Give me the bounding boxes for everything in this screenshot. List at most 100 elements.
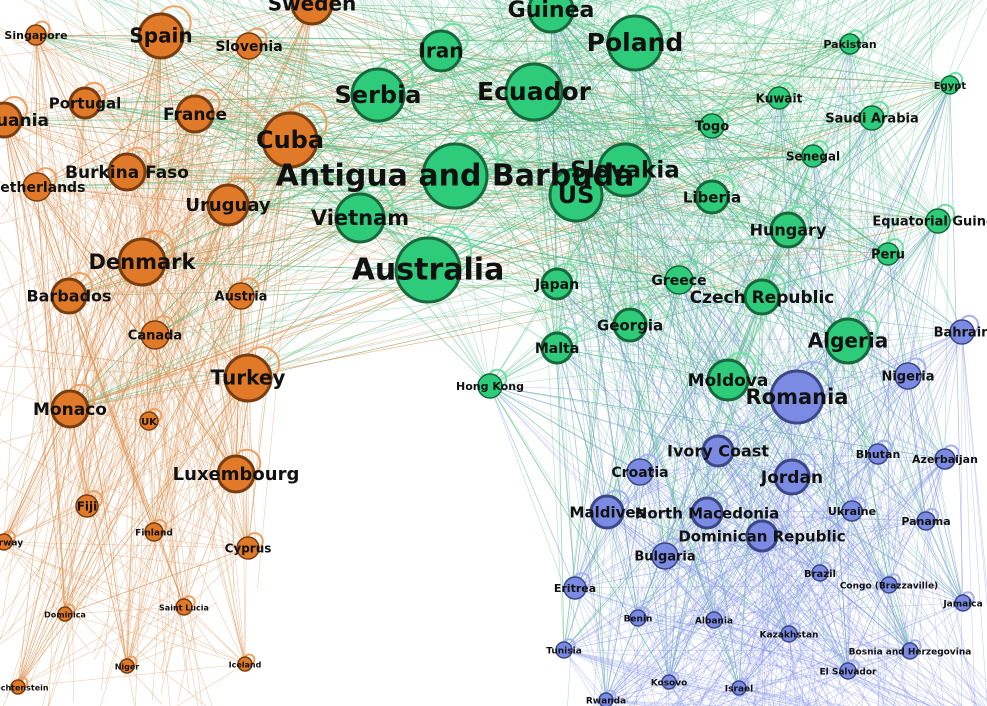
edge — [624, 0, 875, 171]
edge — [730, 331, 963, 706]
edge — [637, 458, 946, 619]
edge — [359, 217, 680, 281]
edge — [222, 0, 429, 271]
edge — [556, 347, 666, 557]
edge — [84, 102, 242, 297]
edge — [413, 0, 631, 326]
edge — [3, 422, 250, 543]
edge — [812, 0, 983, 157]
edge — [311, 3, 552, 11]
node-label: Albania — [695, 617, 733, 627]
edge — [907, 220, 939, 377]
edge — [160, 3, 313, 37]
edge — [227, 204, 789, 231]
edge — [909, 331, 963, 652]
edge — [907, 375, 964, 604]
edge — [69, 35, 162, 410]
edge — [227, 42, 636, 206]
edge — [812, 155, 849, 672]
edge — [489, 385, 890, 586]
edge — [812, 0, 829, 157]
edge — [247, 279, 680, 379]
edge — [154, 217, 361, 336]
edge — [440, 50, 814, 157]
edge — [126, 35, 162, 667]
edge — [93, 295, 242, 655]
edge — [160, 35, 202, 284]
edge — [668, 512, 708, 683]
edge — [668, 681, 764, 706]
edge — [496, 0, 849, 342]
edge — [787, 229, 927, 522]
edge — [624, 169, 853, 512]
edge — [126, 84, 951, 173]
edge — [661, 0, 713, 127]
edge — [624, 169, 666, 557]
edge — [606, 331, 963, 513]
edge — [791, 253, 889, 478]
node-label: Equatorial Guinea — [872, 215, 987, 230]
edge — [533, 91, 763, 298]
edge — [624, 169, 798, 398]
edge — [68, 269, 429, 297]
edge — [257, 3, 313, 590]
edge — [637, 602, 964, 619]
edge — [428, 0, 763, 298]
edge — [126, 45, 250, 667]
edge — [533, 0, 720, 93]
edge — [154, 175, 456, 336]
edge — [359, 217, 889, 255]
edge — [489, 385, 608, 513]
edge — [160, 9, 552, 37]
edge — [3, 505, 88, 543]
edge — [761, 97, 780, 298]
edge — [606, 196, 713, 513]
edge — [550, 9, 849, 672]
edge — [148, 113, 196, 422]
edge — [194, 3, 313, 115]
edge — [17, 377, 249, 688]
edge — [761, 0, 795, 298]
edge — [364, 0, 491, 387]
edge — [574, 296, 763, 589]
edge — [440, 50, 789, 231]
edge — [556, 84, 951, 349]
edge — [359, 217, 631, 326]
edge — [664, 555, 931, 706]
edge — [664, 117, 873, 557]
node — [731, 680, 747, 696]
edge — [550, 9, 740, 689]
edge — [91, 0, 361, 219]
edge — [605, 617, 639, 701]
edge — [35, 34, 626, 171]
edge — [796, 396, 987, 693]
edge — [678, 0, 939, 281]
edge — [503, 0, 636, 44]
edge — [606, 43, 851, 513]
edge — [69, 279, 680, 410]
edge — [738, 687, 811, 706]
edge — [69, 222, 112, 410]
edge — [711, 196, 927, 522]
edge — [629, 155, 814, 326]
edge — [678, 279, 849, 672]
edge — [668, 296, 763, 683]
edge — [103, 0, 361, 219]
edge — [0, 478, 185, 608]
edge — [734, 375, 909, 706]
node — [801, 144, 825, 168]
edge — [629, 324, 853, 512]
edge — [311, 3, 626, 171]
node — [227, 282, 255, 310]
edge — [668, 633, 790, 683]
node-label: Hong Kong — [456, 380, 524, 393]
edge — [68, 3, 313, 297]
edge — [121, 171, 128, 470]
edge — [387, 0, 729, 381]
edge — [17, 613, 66, 688]
node-label: Greece — [651, 273, 706, 289]
edge — [677, 458, 946, 706]
edge — [359, 125, 713, 219]
edge — [556, 253, 889, 349]
edge — [765, 0, 951, 86]
